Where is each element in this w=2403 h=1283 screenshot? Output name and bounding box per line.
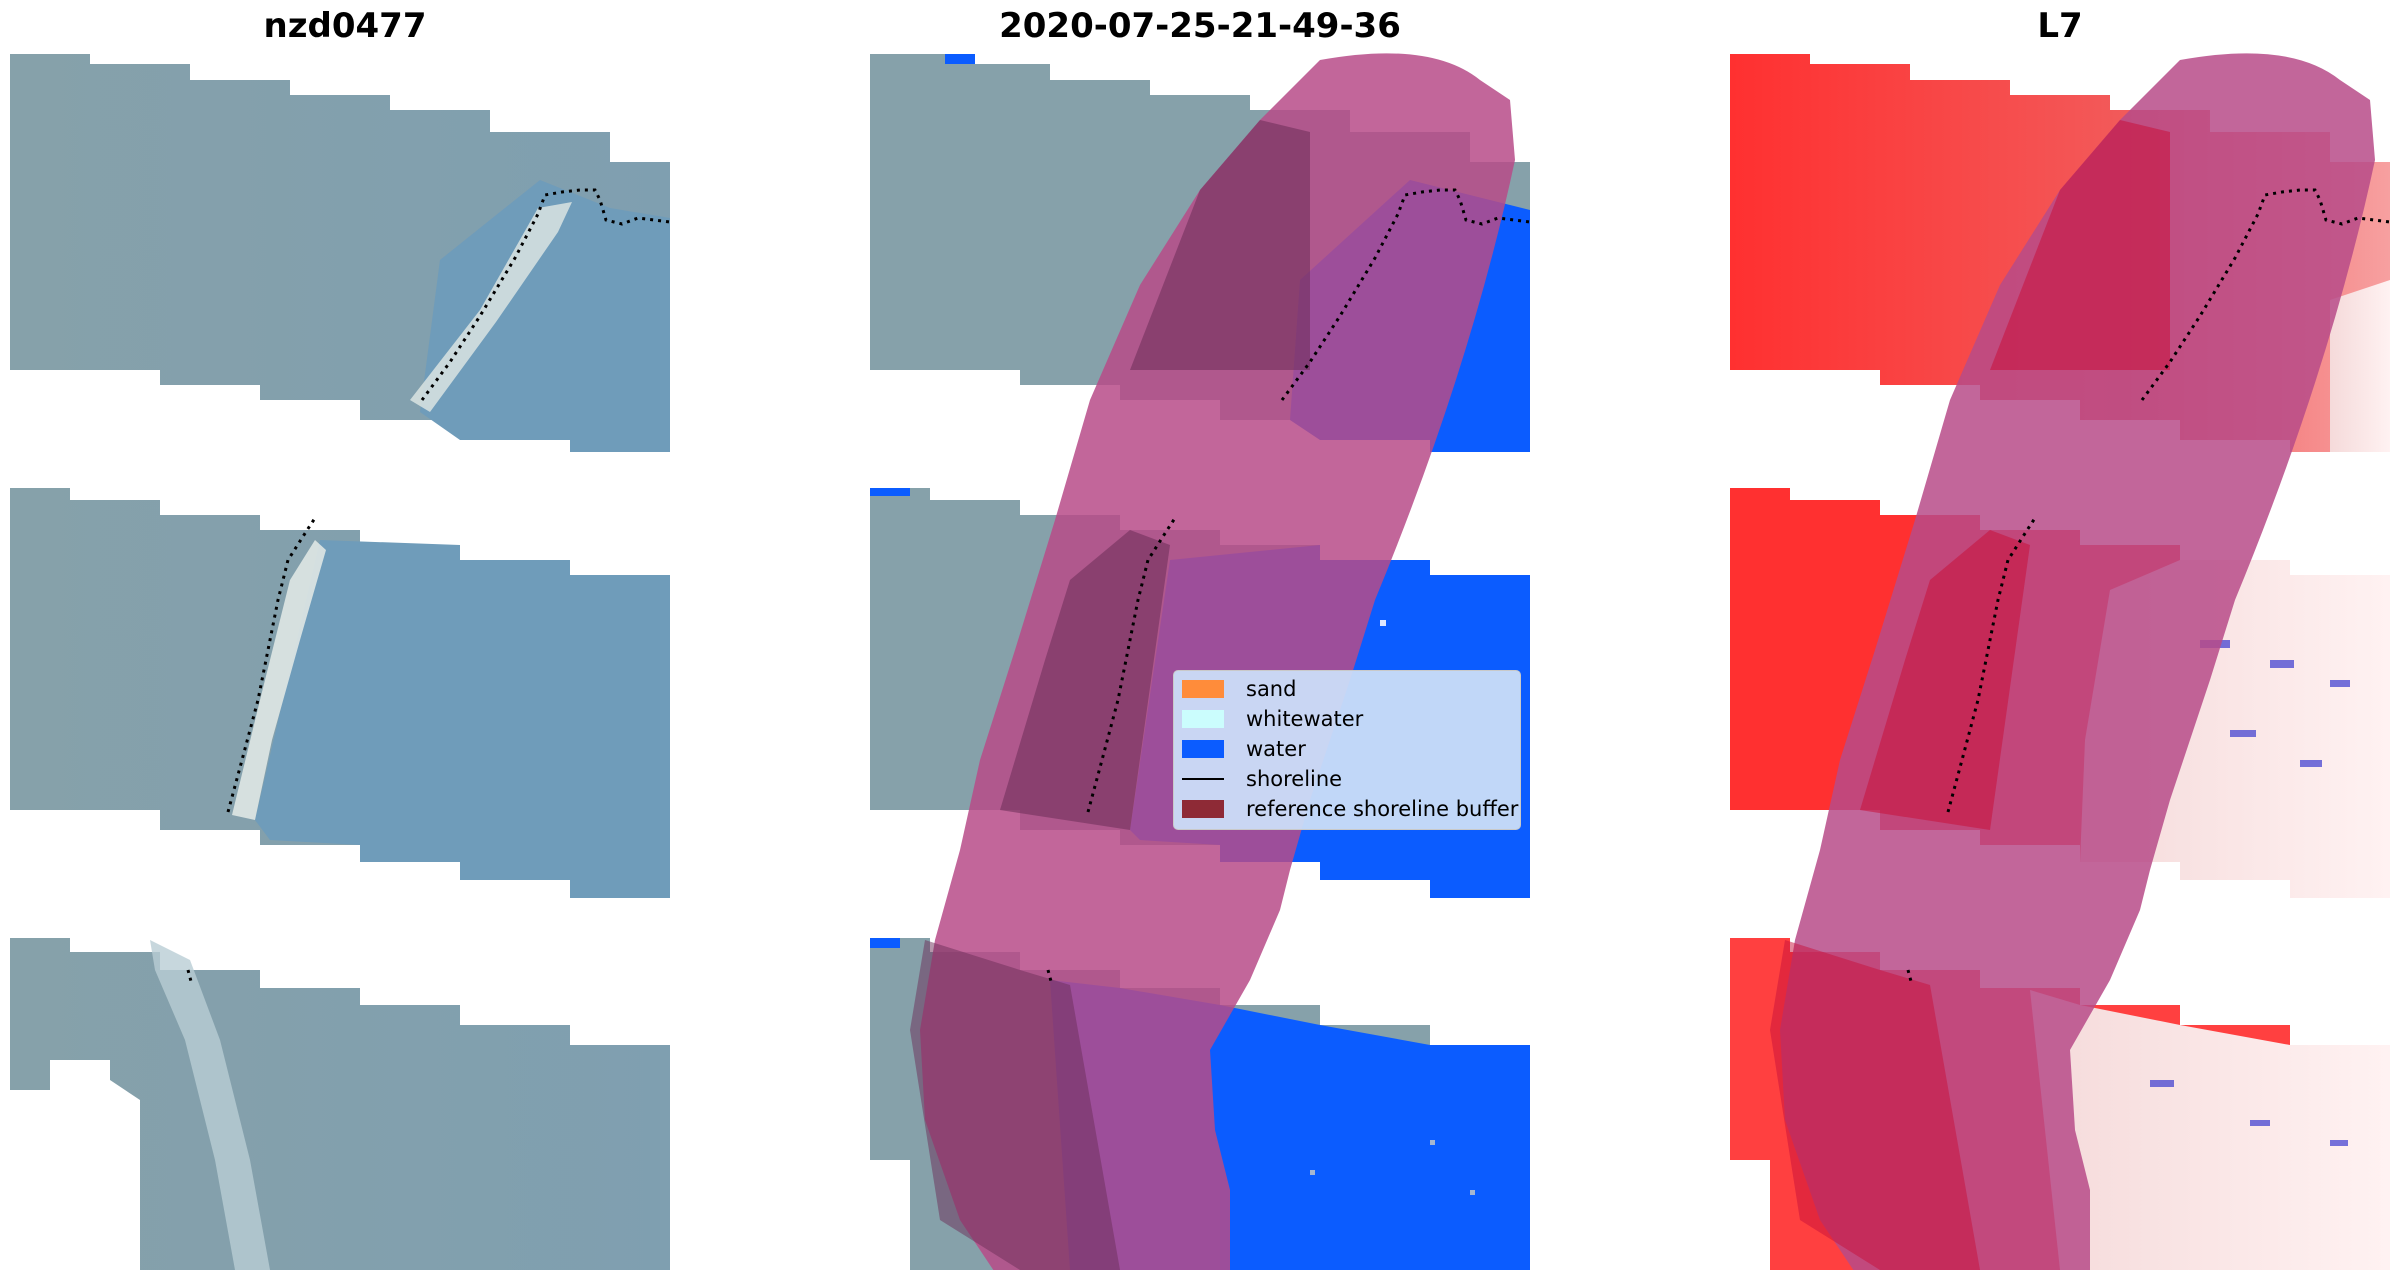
nodata-gap-index <box>1730 1160 1770 1270</box>
legend-label-shoreline: shoreline <box>1246 767 1343 791</box>
nodata-gap-3 <box>10 1060 140 1270</box>
legend-label-whitewater: whitewater <box>1246 707 1364 731</box>
legend-label-sand: sand <box>1246 677 1297 701</box>
water-swatch-icon <box>1182 740 1224 758</box>
surf-band-3 <box>150 940 270 1270</box>
water-speckle <box>1470 1190 1475 1195</box>
index-overlap-2 <box>1860 530 2030 830</box>
shoreline-line-icon <box>1182 778 1224 780</box>
buffer-swatch-icon <box>1182 800 1224 818</box>
classified-image-panel <box>870 53 1531 1270</box>
class-water-edge-3 <box>870 938 900 948</box>
legend-item-water: water <box>1182 735 1306 763</box>
water-area-2 <box>255 540 670 898</box>
shoreline-3 <box>186 969 194 986</box>
buffer-overlap-1 <box>1130 120 1310 370</box>
sand-swatch-icon <box>1182 680 1224 698</box>
index-sea-3 <box>2030 990 2390 1270</box>
buffer-overlap-3 <box>910 940 1120 1270</box>
index-image-panel <box>1730 53 2391 1270</box>
panel-title-classified: 2020-07-25-21-49-36 <box>999 6 1401 46</box>
index-shoreline-3 <box>1906 969 1914 986</box>
legend-label-buffer: reference shoreline buffer <box>1246 797 1519 821</box>
panel-title-rgb: nzd0477 <box>263 6 427 46</box>
class-shoreline-3 <box>1046 969 1054 986</box>
surf-band-2 <box>232 540 326 820</box>
class-water-edge-1 <box>945 54 975 64</box>
nodata-bar-3 <box>10 1240 140 1270</box>
index-overlap-1 <box>1990 120 2170 370</box>
legend-label-water: water <box>1246 737 1306 761</box>
legend: sand whitewater water shoreline referenc… <box>1173 670 1521 830</box>
index-reference-shoreline-buffer <box>1780 53 2375 1270</box>
water-speckle <box>1380 620 1386 626</box>
buffer-overlap-2 <box>1000 530 1170 830</box>
water-speckle <box>1310 1170 1315 1175</box>
water-speckle <box>1430 1140 1435 1145</box>
reference-shoreline-buffer <box>920 53 1515 1270</box>
shoreline-2 <box>226 517 317 813</box>
water-area-1 <box>420 180 670 452</box>
nodata-gap-class <box>870 1160 910 1270</box>
legend-item-buffer: reference shoreline buffer <box>1182 795 1518 823</box>
legend-item-whitewater: whitewater <box>1182 705 1363 733</box>
class-water-edge-2 <box>870 488 910 496</box>
rgb-image-panel <box>10 54 671 1270</box>
class-shoreline-1 <box>1280 188 1531 401</box>
index-overlap-3 <box>1770 940 1980 1270</box>
class-shoreline-2 <box>1086 517 1177 813</box>
panel-title-index: L7 <box>2037 6 2083 46</box>
shoreline-1 <box>420 188 671 401</box>
image-strip-3 <box>10 938 670 1270</box>
index-shoreline-2 <box>1946 517 2037 813</box>
legend-item-sand: sand <box>1182 675 1296 703</box>
whitewater-swatch-icon <box>1182 710 1224 728</box>
index-sea-1 <box>2330 280 2390 452</box>
index-shoreline-1 <box>2140 188 2391 401</box>
legend-item-shoreline: shoreline <box>1182 765 1342 793</box>
